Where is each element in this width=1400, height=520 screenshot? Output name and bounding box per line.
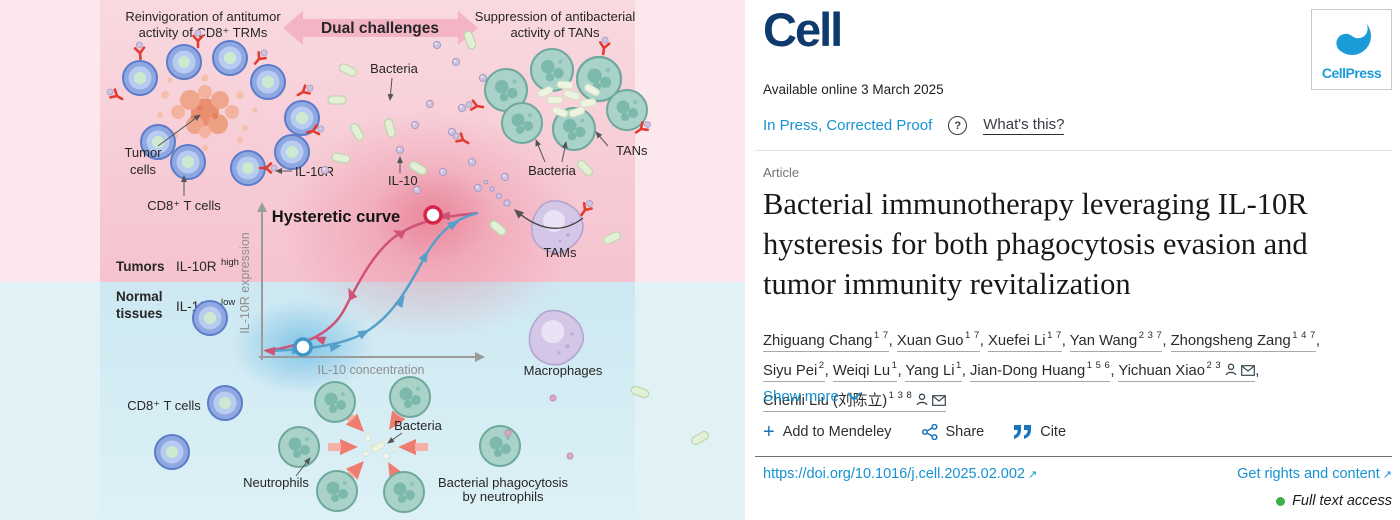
x-axis-label: IL-10 concentration bbox=[317, 363, 424, 377]
dual-challenges-banner: Dual challenges bbox=[283, 11, 478, 45]
label-suppression: Suppression of antibacterial bbox=[475, 9, 636, 24]
svg-text:tissues: tissues bbox=[116, 306, 163, 321]
open-access-dot-icon bbox=[1276, 496, 1286, 506]
divider bbox=[755, 456, 1392, 457]
author-profile-icon[interactable] bbox=[916, 393, 928, 410]
author[interactable]: Xuefei Li 1 7 bbox=[987, 330, 1062, 352]
label-cd8-bottom: CD8⁺ T cells bbox=[127, 398, 201, 413]
label-cd8-top: CD8⁺ T cells bbox=[147, 198, 221, 213]
share-icon bbox=[921, 424, 938, 440]
get-rights-link[interactable]: Get rights and content ↗ bbox=[1237, 466, 1392, 482]
label-macrophages: Macrophages bbox=[524, 363, 603, 378]
plus-icon: + bbox=[763, 421, 775, 443]
available-online-date: Available online 3 March 2025 bbox=[763, 82, 944, 97]
author[interactable]: Zhongsheng Zang 1 4 7 bbox=[1170, 330, 1316, 352]
cellpress-label: CellPress bbox=[1321, 65, 1382, 81]
svg-text:activity of CD8⁺ TRMs: activity of CD8⁺ TRMs bbox=[139, 25, 268, 40]
cellpress-logo[interactable]: CellPress bbox=[1311, 9, 1392, 90]
doi-row: https://doi.org/10.1016/j.cell.2025.02.0… bbox=[763, 466, 1392, 482]
in-press-link[interactable]: In Press, Corrected Proof bbox=[763, 117, 933, 134]
chevron-down-icon bbox=[847, 392, 861, 401]
svg-text:Dual challenges: Dual challenges bbox=[321, 20, 439, 37]
whats-this-link[interactable]: What's this? bbox=[983, 116, 1065, 135]
graphical-abstract: Reinvigoration of antitumor activity of … bbox=[0, 0, 745, 520]
author[interactable]: Jian-Dong Huang 1 5 6 bbox=[970, 360, 1111, 382]
divider bbox=[755, 150, 1392, 151]
show-more-button[interactable]: Show more bbox=[763, 388, 861, 405]
label-tumors: Tumors bbox=[116, 259, 165, 274]
author[interactable]: Yan Wang 2 3 7 bbox=[1069, 330, 1163, 352]
cell-journal-logo[interactable]: Cell bbox=[763, 3, 843, 56]
author-list: Zhiguang Chang 1 7, Xuan Guo 1 7, Xuefei L… bbox=[763, 324, 1388, 414]
email-author-icon[interactable] bbox=[1241, 364, 1256, 380]
svg-text:cells: cells bbox=[130, 162, 157, 177]
label-bacteria-top: Bacteria bbox=[370, 61, 418, 76]
help-icon[interactable]: ? bbox=[948, 116, 968, 135]
email-author-icon[interactable] bbox=[932, 394, 947, 410]
author[interactable]: Siyu Pei 2 bbox=[763, 360, 825, 382]
label-tams: TAMs bbox=[544, 245, 577, 260]
high-state-marker bbox=[423, 205, 443, 225]
label-phagocytosis: Bacterial phagocytosis bbox=[438, 475, 569, 490]
author[interactable]: Xuan Guo 1 7 bbox=[896, 330, 980, 352]
label-tans: TANs bbox=[616, 143, 648, 158]
author[interactable]: Zhiguang Chang 1 7 bbox=[763, 330, 889, 352]
external-link-icon: ↗ bbox=[1382, 469, 1392, 481]
label-il10: IL-10 bbox=[388, 173, 418, 188]
cellpress-mark-icon bbox=[1332, 17, 1371, 55]
article-panel: Cell CellPress Available online 3 March … bbox=[745, 0, 1400, 520]
svg-text:activity of TANs: activity of TANs bbox=[510, 25, 600, 40]
cite-button[interactable]: Cite bbox=[1014, 424, 1066, 440]
article-title: Bacterial immunotherapy leveraging IL-10… bbox=[763, 187, 1308, 301]
label-bacteria-right: Bacteria bbox=[528, 163, 576, 178]
author[interactable]: Yichuan Xiao 2 3 bbox=[1118, 360, 1256, 382]
tams-cell bbox=[483, 179, 597, 254]
svg-text:IL-10R: IL-10R bbox=[176, 259, 217, 274]
quote-icon bbox=[1014, 425, 1032, 439]
svg-text:low: low bbox=[221, 297, 235, 308]
author[interactable]: Yang Li 1 bbox=[905, 360, 962, 382]
share-button[interactable]: Share bbox=[921, 424, 984, 440]
hysteresis-plot: IL-10R expression IL-10 concentration Hy… bbox=[238, 202, 485, 377]
access-status: Full text access bbox=[1276, 493, 1392, 509]
svg-text:high: high bbox=[221, 257, 239, 268]
action-bar: + Add to Mendeley Share Cite bbox=[763, 421, 1066, 443]
article-type-label: Article bbox=[763, 165, 800, 180]
external-link-icon: ↗ bbox=[1028, 469, 1038, 481]
author-profile-icon[interactable] bbox=[1225, 363, 1237, 380]
label-bacteria-bottom: Bacteria bbox=[394, 418, 442, 433]
pink-dots bbox=[504, 394, 574, 460]
publication-status-row: In Press, Corrected Proof ? What's this? bbox=[763, 116, 1065, 135]
author[interactable]: Weiqi Lu 1 bbox=[832, 360, 898, 382]
label-reinvigoration: Reinvigoration of antitumor bbox=[125, 9, 281, 24]
label-tumor-cells: Tumor bbox=[124, 145, 162, 160]
label-neutrophils: Neutrophils bbox=[243, 475, 309, 490]
low-state-marker bbox=[293, 337, 313, 357]
add-to-mendeley-button[interactable]: + Add to Mendeley bbox=[763, 421, 892, 443]
doi-link[interactable]: https://doi.org/10.1016/j.cell.2025.02.0… bbox=[763, 466, 1038, 482]
svg-text:by neutrophils: by neutrophils bbox=[463, 489, 544, 504]
label-normal-tissues: Normal bbox=[116, 289, 163, 304]
y-axis-label: IL-10R expression bbox=[238, 232, 252, 333]
plot-title: Hysteretic curve bbox=[272, 208, 400, 226]
